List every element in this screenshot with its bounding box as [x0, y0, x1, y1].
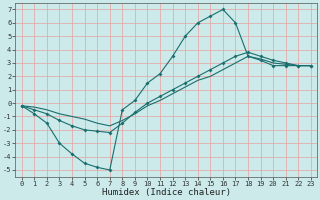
X-axis label: Humidex (Indice chaleur): Humidex (Indice chaleur)	[102, 188, 231, 197]
